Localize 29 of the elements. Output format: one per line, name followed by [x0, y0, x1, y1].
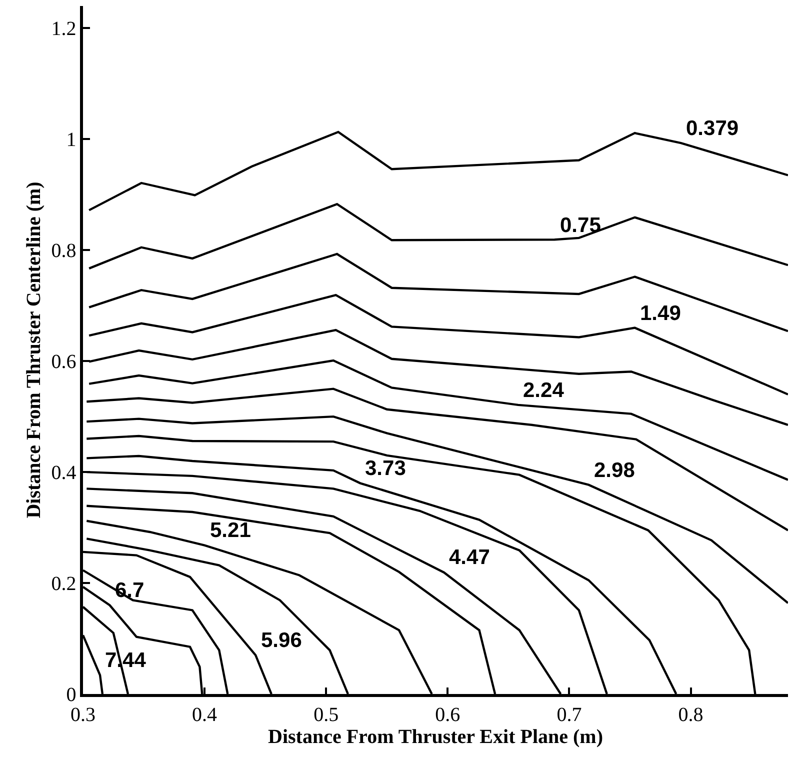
annotation: 2.24 [523, 379, 564, 402]
annotation: 0.75 [560, 214, 602, 237]
y-tick-label: 1.2 [51, 18, 76, 40]
x-axis-title: Distance From Thruster Exit Plane (m) [268, 726, 603, 748]
line-series [88, 252, 788, 332]
y-tick-label: 1 [66, 129, 76, 152]
x-tick-label: 0.7 [556, 704, 582, 726]
y-tick-label: 0.6 [51, 351, 76, 374]
x-tick-label: 0.5 [314, 704, 339, 726]
annotation: 4.47 [449, 546, 490, 569]
annotation: 5.96 [261, 629, 302, 652]
x-tick-label: 0.3 [70, 704, 96, 726]
y-tick-label: 0.8 [51, 240, 76, 262]
line-series [88, 359, 788, 481]
y-tick-label: 0 [66, 684, 76, 706]
annotation: 1.49 [640, 302, 681, 325]
annotation: 5.21 [210, 519, 252, 542]
x-tick-label: 0.6 [435, 704, 460, 726]
line-series [86, 415, 788, 604]
line-series [88, 202, 788, 270]
annotation: 2.98 [594, 459, 636, 482]
x-tick-label: 0.4 [192, 704, 218, 726]
x-tick-label: 0.8 [678, 704, 704, 726]
y-tick-label: 0.2 [51, 573, 76, 596]
y-tick-label: 0.4 [51, 462, 76, 484]
annotation: 3.73 [365, 457, 406, 480]
y-axis-title: Distance From Thruster Centerline (m) [22, 182, 45, 518]
annotation: 0.379 [686, 117, 739, 140]
line-series [88, 294, 788, 396]
